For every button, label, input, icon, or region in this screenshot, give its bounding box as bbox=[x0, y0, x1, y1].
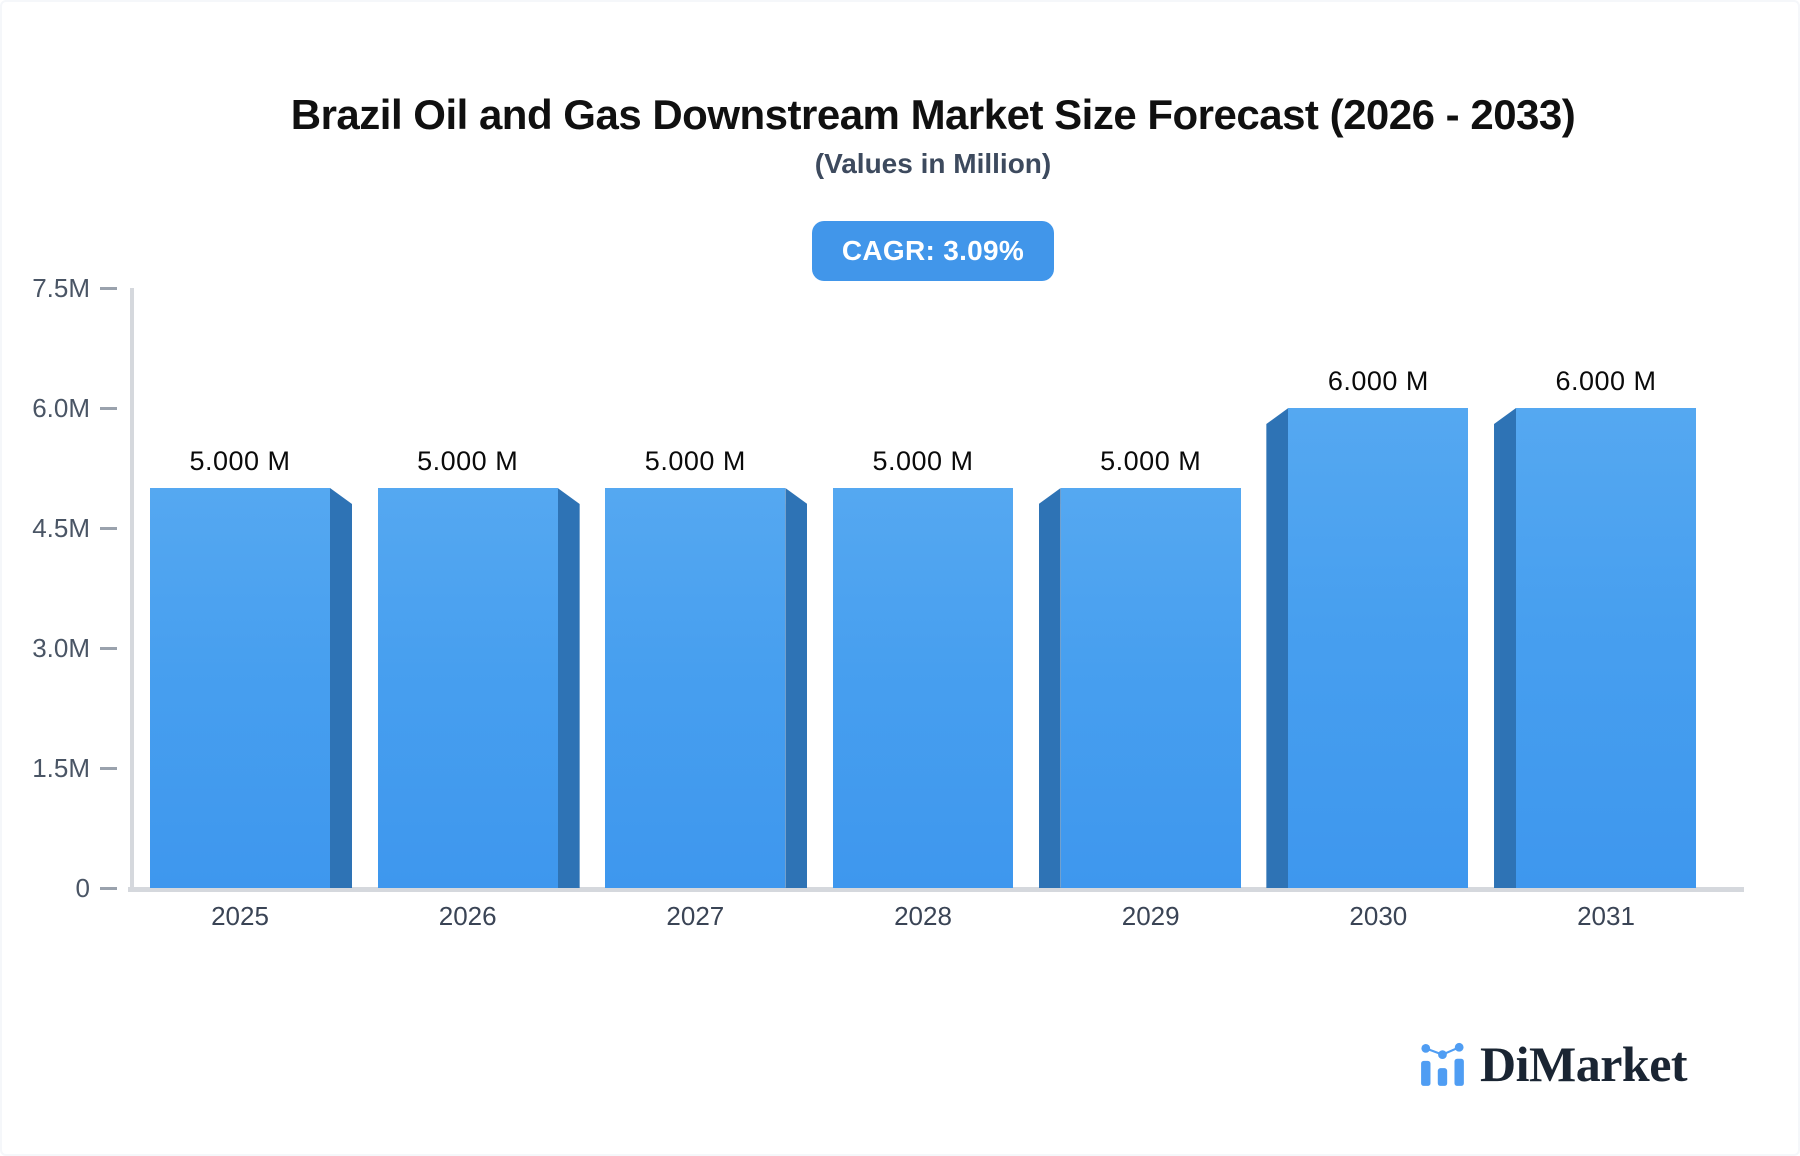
bar-2028 bbox=[833, 488, 1013, 888]
y-tick-mark bbox=[100, 887, 117, 890]
bar-2029 bbox=[1060, 488, 1241, 888]
bar-3d-side bbox=[1038, 488, 1061, 888]
bar-value-label: 6.000 M bbox=[1327, 366, 1429, 396]
bar-3d-side bbox=[1494, 408, 1517, 888]
x-axis-label: 2030 bbox=[1349, 901, 1408, 931]
y-tick-label: 0 bbox=[75, 873, 90, 903]
y-tick-mark bbox=[100, 407, 117, 410]
x-axis-label: 2028 bbox=[894, 901, 952, 931]
logo-text: DiMarket bbox=[1480, 1036, 1688, 1092]
bar-value-label: 5.000 M bbox=[189, 446, 291, 476]
y-tick-mark bbox=[100, 767, 117, 770]
bar-value-label: 5.000 M bbox=[417, 446, 519, 476]
x-axis-label: 2026 bbox=[438, 901, 497, 931]
dimarket-logo: DiMarket bbox=[1419, 1036, 1688, 1092]
bar-2027 bbox=[605, 488, 786, 888]
chart-title: Brazil Oil and Gas Downstream Market Siz… bbox=[290, 91, 1576, 138]
y-tick-label: 1.5M bbox=[32, 753, 90, 783]
bar-value-label: 6.000 M bbox=[1555, 366, 1657, 396]
chart-subtitle: (Values in Million) bbox=[814, 148, 1052, 180]
bar-value-label: 5.000 M bbox=[872, 446, 974, 476]
chart-header: Brazil Oil and Gas Downstream Market Siz… bbox=[66, 0, 1800, 281]
bar-3d-side bbox=[785, 488, 808, 888]
y-tick-label: 7.5M bbox=[32, 273, 90, 303]
bar-2026 bbox=[377, 488, 558, 888]
bar-3d-side bbox=[1266, 408, 1289, 888]
bar-2030 bbox=[1288, 408, 1469, 888]
y-axis-line bbox=[130, 288, 134, 892]
x-axis-line bbox=[128, 887, 1744, 892]
bar-3d-side bbox=[330, 488, 352, 888]
x-axis-label: 2025 bbox=[211, 901, 269, 931]
y-tick-label: 3.0M bbox=[32, 633, 90, 663]
bar-2031 bbox=[1516, 408, 1697, 888]
bar-chart-trend-icon bbox=[1421, 1042, 1464, 1086]
cagr-badge: CAGR: 3.09% bbox=[811, 220, 1055, 281]
y-tick-mark bbox=[100, 527, 117, 530]
bar-2025 bbox=[150, 488, 330, 888]
x-axis-label: 2029 bbox=[1121, 901, 1180, 931]
y-tick-mark bbox=[100, 287, 117, 290]
x-axis-label: 2031 bbox=[1577, 901, 1635, 931]
y-tick-label: 4.5M bbox=[32, 513, 90, 543]
x-axis-label: 2027 bbox=[666, 901, 725, 931]
bar-value-label: 5.000 M bbox=[1100, 446, 1202, 476]
bar-value-label: 5.000 M bbox=[644, 446, 746, 476]
y-tick-mark bbox=[100, 647, 117, 650]
y-tick-label: 6.0M bbox=[32, 393, 90, 423]
bar-3d-side bbox=[557, 488, 580, 888]
